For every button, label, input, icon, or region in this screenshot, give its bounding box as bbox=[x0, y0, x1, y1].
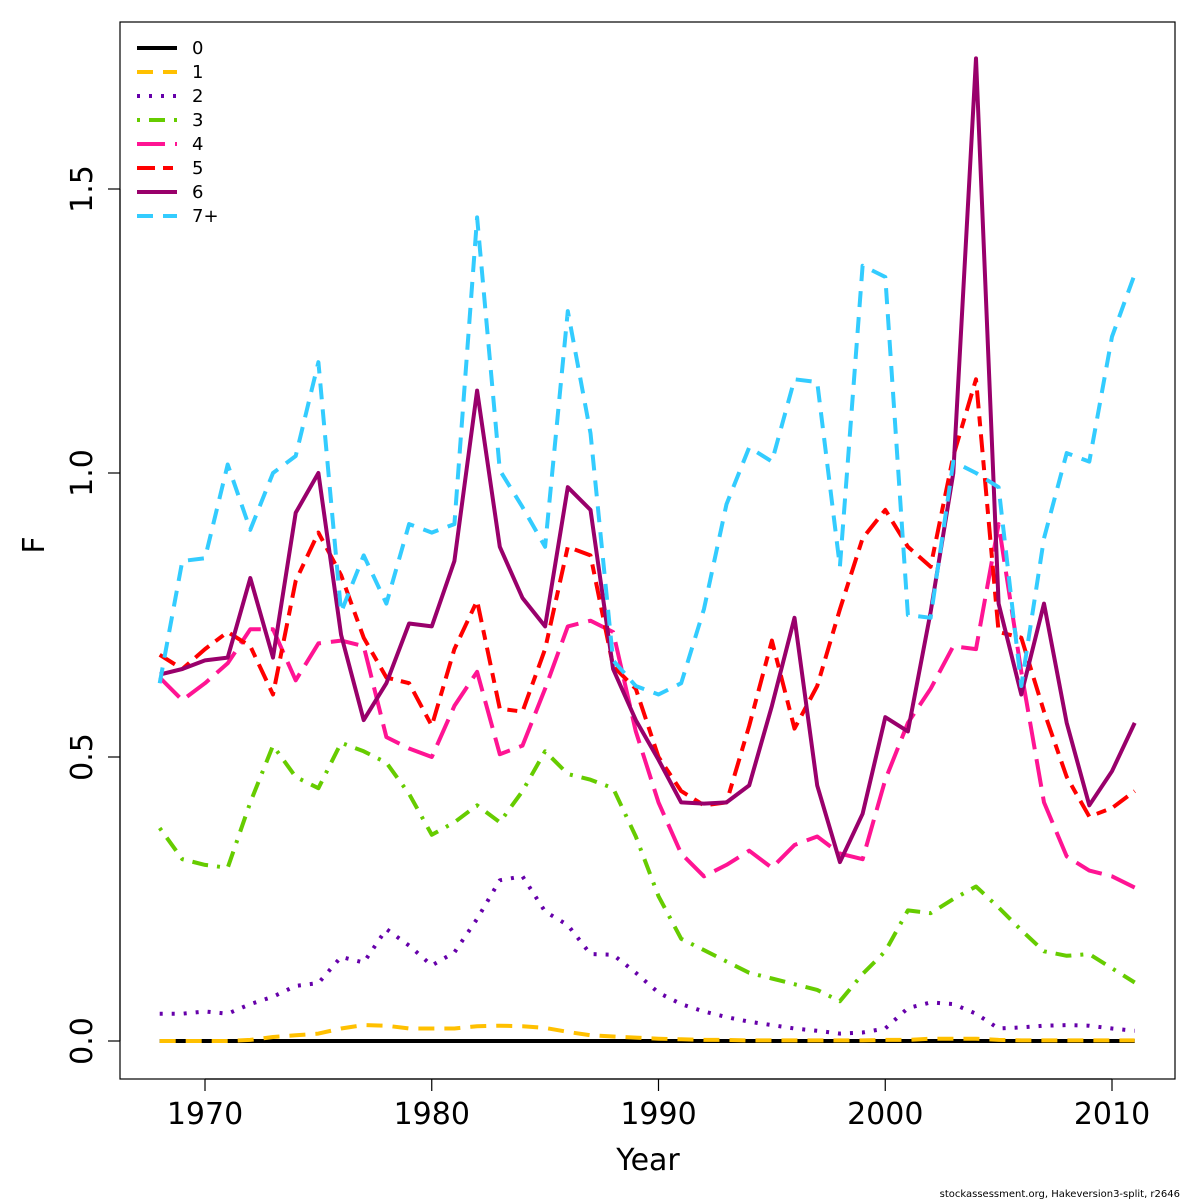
legend: 0 1 2 3 4 5 6 7+ bbox=[137, 38, 219, 227]
legend-label-0: 0 bbox=[192, 38, 203, 59]
legend-label-1: 1 bbox=[192, 62, 203, 83]
legend-label-7: 7+ bbox=[192, 206, 219, 227]
y-axis-title: F bbox=[17, 536, 52, 553]
x-tick-label: 1980 bbox=[394, 1097, 470, 1132]
legend-label-3: 3 bbox=[192, 110, 203, 131]
y-tick-label: 1.5 bbox=[65, 165, 100, 213]
y-tick-label: 0.5 bbox=[65, 733, 100, 781]
y-axis: 0.0 0.5 1.0 1.5 bbox=[65, 165, 121, 1065]
x-axis: 1970 1980 1990 2000 2010 bbox=[167, 1078, 1150, 1132]
series-line-1: 1 bbox=[159, 1023, 1135, 1043]
x-tick-label: 2000 bbox=[847, 1097, 923, 1132]
legend-label-6: 6 bbox=[192, 182, 203, 203]
legend-label-2: 2 bbox=[192, 86, 203, 107]
y-tick-label: 1.0 bbox=[65, 449, 100, 497]
y-tick-label: 0.0 bbox=[65, 1017, 100, 1065]
series-line-4: 4 bbox=[158, 522, 1136, 890]
legend-label-5: 5 bbox=[192, 158, 203, 179]
x-tick-label: 1990 bbox=[620, 1097, 696, 1132]
x-tick-label: 2010 bbox=[1074, 1097, 1150, 1132]
series-line-2: 2 bbox=[159, 874, 1135, 1036]
credit-text: stockassessment.org, Hakeversion3-split,… bbox=[940, 1189, 1180, 1200]
x-tick-label: 1970 bbox=[167, 1097, 243, 1132]
legend-label-4: 4 bbox=[192, 134, 203, 155]
series-line-7: 7+ bbox=[157, 215, 1137, 697]
series-line-5: 5 bbox=[158, 377, 1136, 819]
series-line-6: 6 bbox=[159, 56, 1137, 865]
x-axis-title: Year bbox=[615, 1143, 680, 1178]
series-line-3: 3 bbox=[158, 740, 1136, 1004]
